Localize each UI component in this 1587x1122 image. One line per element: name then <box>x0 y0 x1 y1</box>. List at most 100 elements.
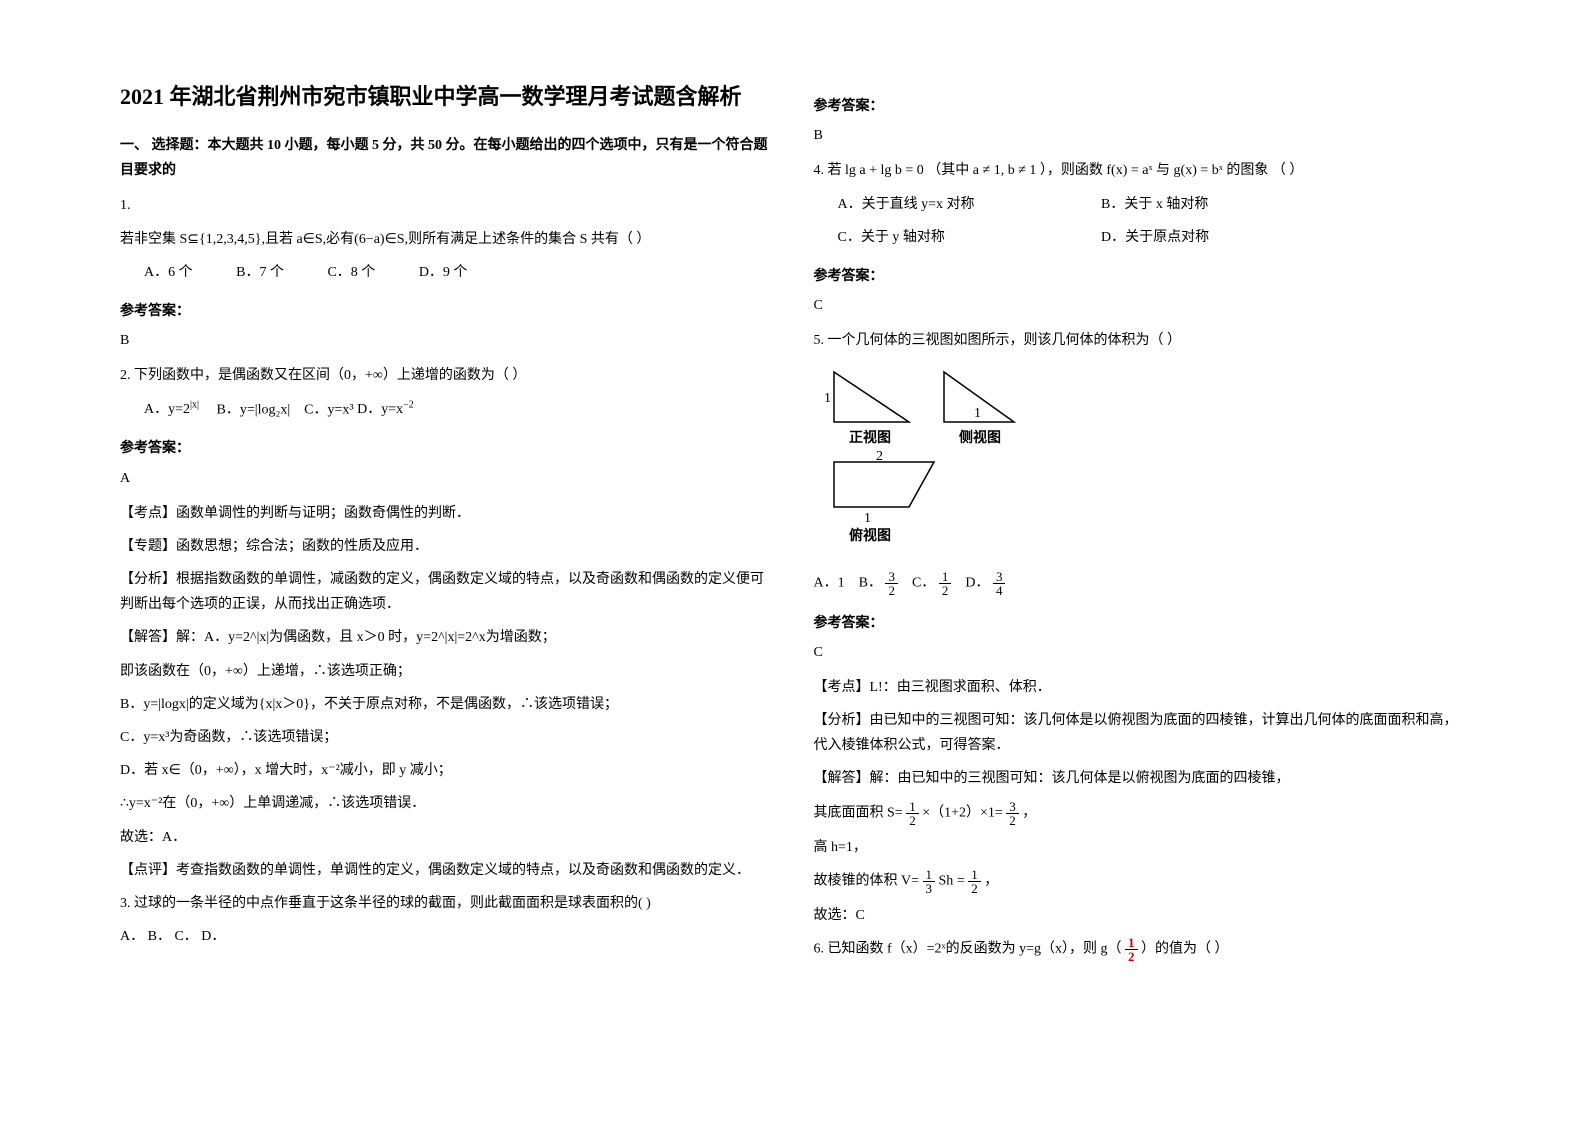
q2-opt-b: B．y=|log₂x| <box>217 402 291 417</box>
q5-opt-b-frac: 32 <box>885 570 898 597</box>
q5-vol-eq: = <box>957 874 965 889</box>
q4-cond: lg a + lg b = 0 <box>845 163 924 178</box>
q4-e: 的图象 （ ） <box>1226 163 1303 178</box>
three-view-diagram: 1 1 正视图 侧视图 2 1 俯视图 <box>814 362 1044 562</box>
q2-exp-7: D．若 x∈（0，+∞），x 增大时，x⁻²减小，即 y 减小； <box>120 758 774 783</box>
q3-line: 3. 过球的一条半径的中点作垂直于这条半径的球的截面，则此截面面积是球表面积的(… <box>120 891 774 916</box>
q2-exp-9: 故选：A． <box>120 825 774 850</box>
left-column: 2021 年湖北省荆州市宛市镇职业中学高一数学理月考试题含解析 一、 选择题：本… <box>100 80 794 971</box>
q1-stem: 若非空集 S⊆{1,2,3,4,5},且若 a∈S,必有(6−a)∈S,则所有满… <box>120 227 774 252</box>
q5-pick: 故选：C <box>814 903 1468 928</box>
q2-stem: 下列函数中，是偶函数又在区间（0，+∞）上递增的函数为（ ） <box>134 368 526 383</box>
q2-exp-6: C．y=x³为奇函数，∴该选项错误； <box>120 725 774 750</box>
q5-exp-1: 【分析】由已知中的三视图可知：该几何体是以俯视图为底面的四棱锥，计算出几何体的底… <box>814 708 1468 758</box>
q2-exp-1: 【专题】函数思想；综合法；函数的性质及应用． <box>120 534 774 559</box>
q5-base-b: ×（1+2）×1= <box>922 805 1003 820</box>
q5-vol-line: 故棱锥的体积 V= 13 Sh = 12 ， <box>814 868 1468 895</box>
q4-b: （其中 <box>927 163 969 178</box>
dim-1a: 1 <box>824 391 831 406</box>
q2-line: 2. 下列函数中，是偶函数又在区间（0，+∞）上递增的函数为（ ） <box>120 363 774 388</box>
q5-base-frac2: 32 <box>1006 800 1019 827</box>
q6-frac: 12 <box>1125 936 1138 963</box>
q4-cond2: a ≠ 1, b ≠ 1 <box>973 163 1037 178</box>
q5-options: A．1 B． 32 C． 12 D． 34 <box>814 570 1468 597</box>
q1-number: 1. <box>120 193 774 218</box>
q2-ans: A <box>120 466 774 491</box>
q2-exp-8: ∴y=x⁻²在（0，+∞）上单调递减，∴该选项错误． <box>120 791 774 816</box>
q6-stem-b: ）的值为（ ） <box>1141 942 1229 957</box>
q5-h-line: 高 h=1， <box>814 835 1468 860</box>
q5-exp-0: 【考点】L!：由三视图求面积、体积． <box>814 675 1468 700</box>
q5-opt-d: D． <box>965 575 989 590</box>
q5-opt-b: B． <box>859 575 882 590</box>
q1-options: A．6 个 B．7 个 C．8 个 D．9 个 <box>144 260 774 285</box>
front-view-label: 正视图 <box>849 429 891 446</box>
q4-opts-row2: C．关于 y 轴对称 D．关于原点对称 <box>838 225 1468 250</box>
top-view-icon: 2 1 <box>834 449 934 526</box>
side-view-label: 侧视图 <box>959 429 1001 446</box>
q2-number: 2. <box>120 368 131 383</box>
dim-1b: 1 <box>974 406 981 421</box>
q4-opts-row1: A．关于直线 y=x 对称 B．关于 x 轴对称 <box>838 192 1468 217</box>
q5-number: 5. <box>814 333 825 348</box>
q4-d: 与 <box>1156 163 1170 178</box>
q5-vol-frac1: 13 <box>923 868 936 895</box>
q1-opt-c: C．8 个 <box>327 260 375 285</box>
q2-exp-0: 【考点】函数单调性的判断与证明；函数奇偶性的判断． <box>120 501 774 526</box>
q4-ans: C <box>814 293 1468 318</box>
q4-number: 4. <box>814 163 825 178</box>
q3-opts: A． B． C． D． <box>120 924 774 949</box>
q5-base-frac1: 12 <box>906 800 919 827</box>
doc-title: 2021 年湖北省荆州市宛市镇职业中学高一数学理月考试题含解析 <box>120 80 774 113</box>
right-column: 参考答案： B 4. 若 lg a + lg b = 0 （其中 a ≠ 1, … <box>794 80 1488 971</box>
q3-number: 3. <box>120 896 131 911</box>
dim-1c: 1 <box>864 511 871 526</box>
top-view-label: 俯视图 <box>849 527 891 544</box>
dim-2: 2 <box>876 449 883 464</box>
q2-exp-4: 即该函数在（0，+∞）上递增，∴该选项正确； <box>120 659 774 684</box>
q2-exp-10: 【点评】考查指数函数的单调性，单调性的定义，偶函数定义域的特点，以及奇函数和偶函… <box>120 858 774 883</box>
q5-vol-mid: Sh <box>939 874 954 889</box>
q5-base-line: 其底面面积 S= 12 ×（1+2）×1= 32 ， <box>814 800 1468 827</box>
page-root: 2021 年湖北省荆州市宛市镇职业中学高一数学理月考试题含解析 一、 选择题：本… <box>0 0 1587 1011</box>
q2-opt-a: A．y=2|x| <box>144 402 199 417</box>
q4-c: ），则函数 <box>1040 163 1103 178</box>
q4-fx: f(x) = aˣ <box>1106 163 1152 178</box>
q4-opt-b: B．关于 x 轴对称 <box>1101 197 1208 212</box>
q4-ans-label: 参考答案： <box>814 264 1468 289</box>
q5-base-a: 其底面面积 S= <box>814 805 903 820</box>
q4-a: 若 <box>828 163 842 178</box>
q5-base-c: ， <box>1022 805 1036 820</box>
q5-vol-end: ， <box>984 874 998 889</box>
q5-opt-c: C． <box>912 575 935 590</box>
q2-opt-d: D．y=x−2 <box>357 402 414 417</box>
q5-ans-label: 参考答案： <box>814 611 1468 636</box>
q5-line: 5. 一个几何体的三视图如图所示，则该几何体的体积为（ ） <box>814 328 1468 353</box>
q5-exp-2: 【解答】解：由已知中的三视图可知：该几何体是以俯视图为底面的四棱锥， <box>814 766 1468 791</box>
q5-vol-a: 故棱锥的体积 V= <box>814 874 920 889</box>
q5-opt-a: A．1 <box>814 575 845 590</box>
q2-exp-5: B．y=|logx|的定义域为{x|x＞0}，不关于原点对称，不是偶函数，∴该选… <box>120 692 774 717</box>
q2-opt-c: C．y=x³ <box>304 402 353 417</box>
q1-opt-d: D．9 个 <box>419 260 468 285</box>
q4-line: 4. 若 lg a + lg b = 0 （其中 a ≠ 1, b ≠ 1 ），… <box>814 158 1468 183</box>
section-1-head: 一、 选择题：本大题共 10 小题，每小题 5 分，共 50 分。在每小题给出的… <box>120 133 774 183</box>
q4-gx: g(x) = bˣ <box>1174 163 1223 178</box>
q5-ans: C <box>814 640 1468 665</box>
q4-opt-d: D．关于原点对称 <box>1101 230 1209 245</box>
q2-exp-2: 【分析】根据指数函数的单调性，减函数的定义，偶函数定义域的特点，以及奇函数和偶函… <box>120 567 774 617</box>
q4-opt-a: A．关于直线 y=x 对称 <box>838 192 1098 217</box>
q6-line: 6. 已知函数 f（x）=2ˣ的反函数为 y=g（x），则 g（ 12 ）的值为… <box>814 936 1468 963</box>
q3-ans-label: 参考答案： <box>814 94 1468 119</box>
q1-ans: B <box>120 328 774 353</box>
q6-stem-a: 已知函数 f（x）=2ˣ的反函数为 y=g（x），则 g（ <box>828 942 1122 957</box>
q1-opt-b: B．7 个 <box>236 260 284 285</box>
q4-opt-c: C．关于 y 轴对称 <box>838 225 1098 250</box>
q1-opt-a: A．6 个 <box>144 260 193 285</box>
side-view-icon: 1 <box>944 372 1014 422</box>
q1-ans-label: 参考答案： <box>120 299 774 324</box>
q5-opt-d-frac: 34 <box>993 570 1006 597</box>
q5-vol-frac2: 12 <box>968 868 981 895</box>
front-view-icon: 1 <box>824 372 909 422</box>
q2-ans-label: 参考答案： <box>120 436 774 461</box>
